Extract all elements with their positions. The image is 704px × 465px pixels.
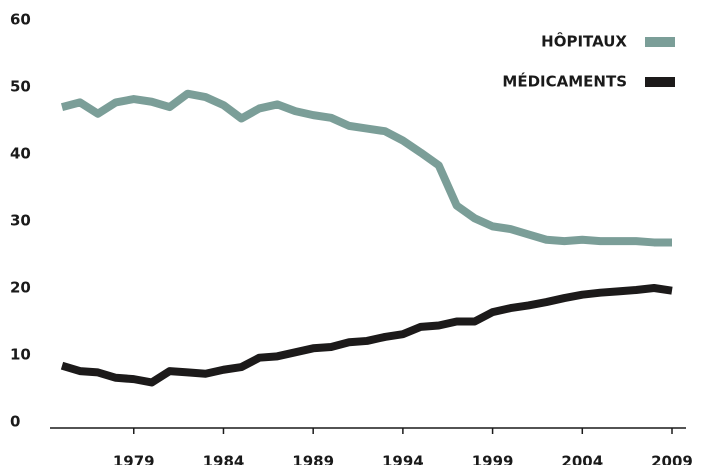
y-tick-label: 20 <box>10 279 31 297</box>
x-tick-label: 1984 <box>203 453 245 465</box>
series-line <box>60 89 672 247</box>
x-tick-label: 1979 <box>113 453 155 465</box>
x-tick-label: 1999 <box>472 453 514 465</box>
x-tick-label: 2004 <box>561 453 603 465</box>
legend-label: MÉDICAMENTS <box>502 72 627 91</box>
x-tick-label: 1989 <box>292 453 334 465</box>
legend-swatch <box>645 37 675 47</box>
y-tick-label: 10 <box>10 346 31 364</box>
y-tick-label: 40 <box>10 145 31 163</box>
legend-swatch <box>645 77 675 87</box>
x-tick-label: 2009 <box>651 453 693 465</box>
y-tick-label: 30 <box>10 212 31 230</box>
y-tick-label: 0 <box>10 413 20 431</box>
x-tick-label: 1994 <box>382 453 424 465</box>
series-line <box>60 284 673 387</box>
y-tick-label: 60 <box>10 11 31 29</box>
legend-label: HÔPITAUX <box>541 32 627 51</box>
y-tick-label: 50 <box>10 78 31 96</box>
